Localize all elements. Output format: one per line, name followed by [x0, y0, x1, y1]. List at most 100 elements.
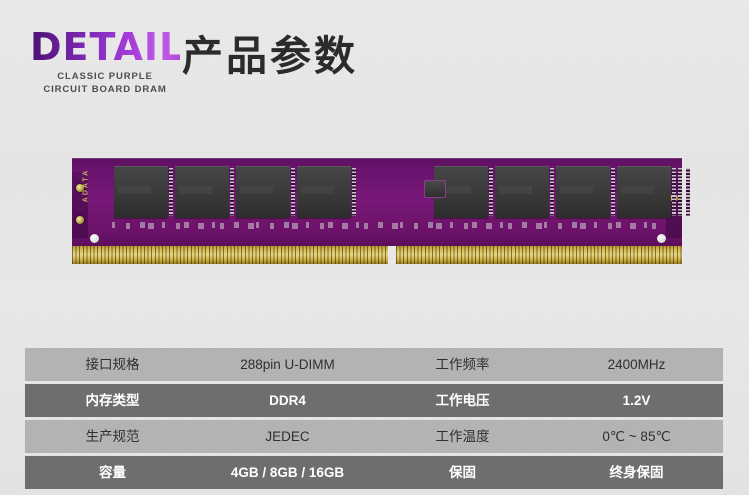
smd-component	[112, 222, 115, 228]
spec-key-cell: 工作电压	[435, 392, 490, 408]
smd-component	[644, 222, 647, 228]
mount-hole-icon	[76, 184, 84, 192]
smd-component	[148, 223, 154, 229]
brand-subtitle-line-2: CIRCUIT BOARD DRAM	[43, 84, 167, 95]
smd-component	[256, 222, 259, 228]
chip-pin-strip	[169, 168, 173, 216]
table-row: 接口规格 288pin U-DIMM 工作频率 2400MHz	[25, 348, 723, 381]
spec-value-cell: 1.2V	[622, 392, 651, 408]
spec-value-cell: 288pin U-DIMM	[240, 356, 335, 372]
smd-component	[176, 223, 180, 229]
memory-module-image: ADATA	[58, 158, 690, 266]
memory-chip	[617, 166, 671, 218]
memory-chip-row	[114, 166, 690, 218]
smd-component	[522, 222, 527, 228]
smd-component	[536, 223, 542, 229]
memory-chip	[114, 166, 168, 218]
smd-component	[126, 223, 130, 229]
brand-block: DETAIL CLASSIC PURPLE CIRCUIT BOARD DRAM	[30, 25, 185, 96]
chip-pin-strip	[230, 168, 234, 216]
smd-component	[450, 222, 453, 228]
smd-component	[284, 222, 289, 228]
smd-component	[464, 223, 468, 229]
gold-contact-fingers	[72, 246, 682, 264]
smd-component	[616, 222, 621, 228]
chip-pin-strip	[686, 168, 690, 216]
smd-component	[234, 222, 239, 228]
smd-component	[572, 222, 577, 228]
smd-component	[500, 222, 503, 228]
smd-component	[436, 223, 442, 229]
smd-component	[198, 223, 204, 229]
table-row: 内存类型 DDR4 工作电压 1.2V	[25, 384, 723, 417]
smd-component	[356, 222, 359, 228]
smd-component	[508, 223, 512, 229]
specification-table: 接口规格 288pin U-DIMM 工作频率 2400MHz 内存类型 DDR4 工作电压…	[25, 348, 723, 492]
table-row: 生产规范 JEDEC 工作温度 0℃ ~ 85℃	[25, 420, 723, 453]
smd-component	[292, 223, 298, 229]
smd-component	[270, 223, 274, 229]
smd-component	[630, 223, 636, 229]
alignment-hole-icon	[90, 234, 99, 243]
pcb-board: ADATA	[72, 158, 690, 252]
spec-value-cell: 终身保固	[609, 464, 664, 480]
smd-component	[414, 223, 418, 229]
chip-pin-strip	[672, 168, 676, 216]
smd-component	[328, 222, 333, 228]
mount-hole-icon	[76, 216, 84, 224]
smd-component	[378, 222, 383, 228]
smd-component	[364, 223, 368, 229]
smd-component-row	[112, 222, 672, 230]
spec-key-cell: 接口规格	[85, 356, 140, 372]
smd-component	[392, 223, 398, 229]
smd-component	[472, 222, 477, 228]
chip-pin-strip	[291, 168, 295, 216]
spec-value-cell: JEDEC	[265, 428, 310, 444]
page-title: 产品参数	[182, 32, 358, 80]
spec-key-cell: 容量	[99, 464, 126, 480]
smd-component	[184, 222, 189, 228]
smd-component	[248, 223, 254, 229]
smd-component	[580, 223, 586, 229]
smd-component	[428, 222, 433, 228]
chip-pin-strip	[550, 168, 554, 216]
spec-key-cell: 内存类型	[85, 392, 140, 408]
smd-component	[306, 222, 309, 228]
smd-component	[140, 222, 145, 228]
spec-value-cell: DDR4	[269, 392, 306, 408]
chip-pin-strip	[352, 168, 356, 216]
smd-component	[558, 223, 562, 229]
spec-key-cell: 工作温度	[435, 428, 490, 444]
spec-value-cell: 2400MHz	[607, 356, 666, 372]
pcb-key-marker	[424, 180, 446, 198]
spec-key-cell: 生产规范	[85, 428, 140, 444]
smd-component	[220, 223, 224, 229]
spec-value-cell: 0℃ ~ 85℃	[602, 428, 671, 444]
memory-chip	[297, 166, 351, 218]
memory-chip	[175, 166, 229, 218]
chip-pin-strip	[489, 168, 493, 216]
detail-wordmark: DETAIL	[30, 25, 185, 69]
memory-chip	[556, 166, 610, 218]
alignment-hole-icon	[657, 234, 666, 243]
smd-component	[320, 223, 324, 229]
smd-component	[400, 222, 403, 228]
chip-pin-strip	[611, 168, 615, 216]
smd-component	[212, 222, 215, 228]
brand-subtitle-line-1: CLASSIC PURPLE	[57, 71, 153, 82]
smd-component	[162, 222, 165, 228]
smd-component	[608, 223, 612, 229]
brand-subtitle: CLASSIC PURPLE CIRCUIT BOARD DRAM	[30, 70, 180, 96]
table-row: 容量 4GB / 8GB / 16GB 保固 终身保固	[25, 456, 723, 489]
spec-key-cell: 工作频率	[435, 356, 490, 372]
spec-key-cell: 保固	[449, 464, 476, 480]
smd-component	[594, 222, 597, 228]
memory-chip	[495, 166, 549, 218]
smd-component	[652, 223, 656, 229]
spec-value-cell: 4GB / 8GB / 16GB	[230, 464, 345, 480]
chip-pin-strip	[678, 168, 682, 216]
smd-component	[544, 222, 547, 228]
smd-component	[486, 223, 492, 229]
page-header: DETAIL CLASSIC PURPLE CIRCUIT BOARD DRAM…	[0, 0, 749, 120]
